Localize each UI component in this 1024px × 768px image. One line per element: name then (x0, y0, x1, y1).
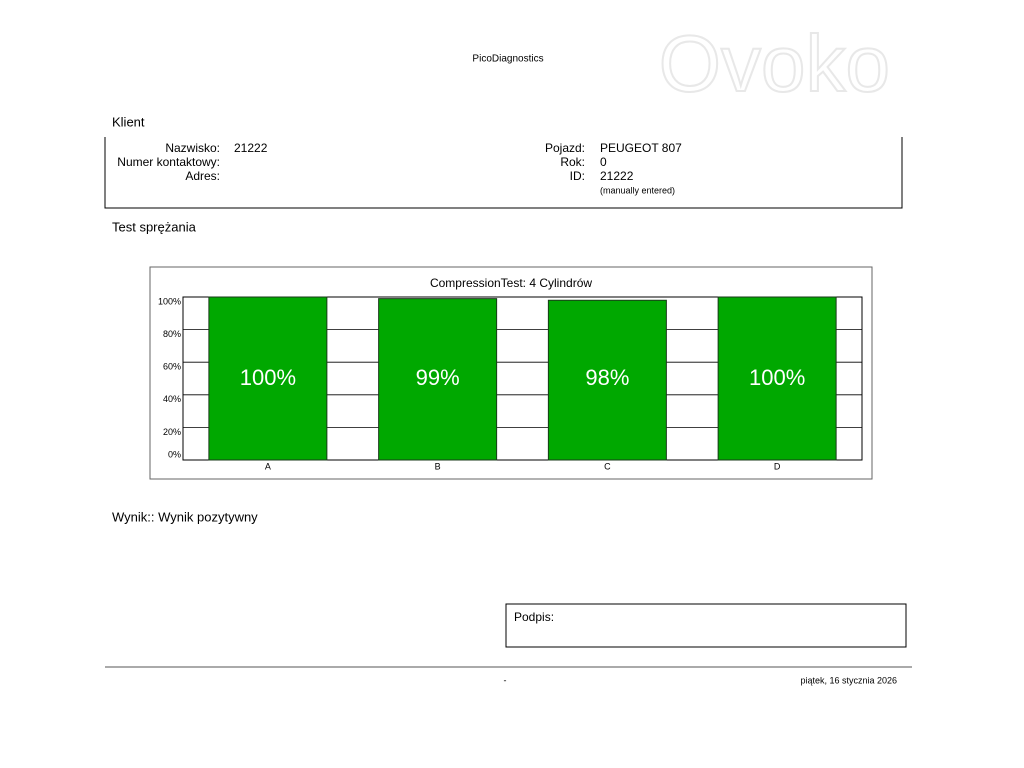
section-title: Test sprężania (112, 219, 197, 234)
footer-date: piątek, 16 stycznia 2026 (800, 675, 897, 685)
y-tick-label: 20% (163, 427, 181, 437)
chart-title: CompressionTest: 4 Cylindrów (430, 276, 592, 290)
client-box (104, 137, 903, 209)
bar (378, 298, 498, 461)
y-tick-label: 0% (168, 449, 181, 459)
watermark: Ovoko (659, 19, 890, 108)
signature-box (505, 603, 907, 648)
field-label: Numer kontaktowy: (117, 155, 220, 169)
value-label: 98% (585, 365, 629, 390)
page-number: - (504, 675, 507, 685)
value-label: 100% (240, 365, 296, 390)
field-label: Pojazd: (545, 141, 585, 155)
bar (208, 296, 328, 461)
value-label: 100% (749, 365, 805, 390)
header-title: PicoDiagnostics (472, 54, 543, 65)
x-tick-label: C (604, 461, 611, 471)
bar (717, 296, 837, 461)
plot: 0% 20% 40% 60% 80% 100% A 100% B 99% C 98% D 100% (158, 296, 863, 471)
field-label: Rok: (560, 155, 585, 169)
x-tick-label: D (774, 461, 781, 471)
field-value: PEUGEOT 807 (600, 141, 682, 155)
field-value: 21222 (234, 141, 268, 155)
field-value: 21222 (600, 169, 634, 183)
x-tick-label: B (435, 461, 441, 471)
id-note: (manually entered) (600, 185, 675, 195)
field-value: 0 (600, 155, 607, 169)
x-tick-label: A (265, 461, 271, 471)
y-tick-label: 80% (163, 329, 181, 339)
y-tick-label: 40% (163, 394, 181, 404)
plot-border (182, 296, 863, 461)
bar (547, 299, 667, 461)
field-label: Adres: (185, 169, 220, 183)
y-tick-label: 100% (158, 296, 181, 306)
y-tick-label: 60% (163, 362, 181, 372)
value-label: 99% (416, 365, 460, 390)
result: Wynik:: Wynik pozytywny (112, 509, 258, 524)
field-label: Nazwisko: (165, 141, 220, 155)
signature-label: Podpis: (514, 610, 554, 624)
client-title: Klient (112, 114, 145, 129)
field-label: ID: (570, 169, 585, 183)
